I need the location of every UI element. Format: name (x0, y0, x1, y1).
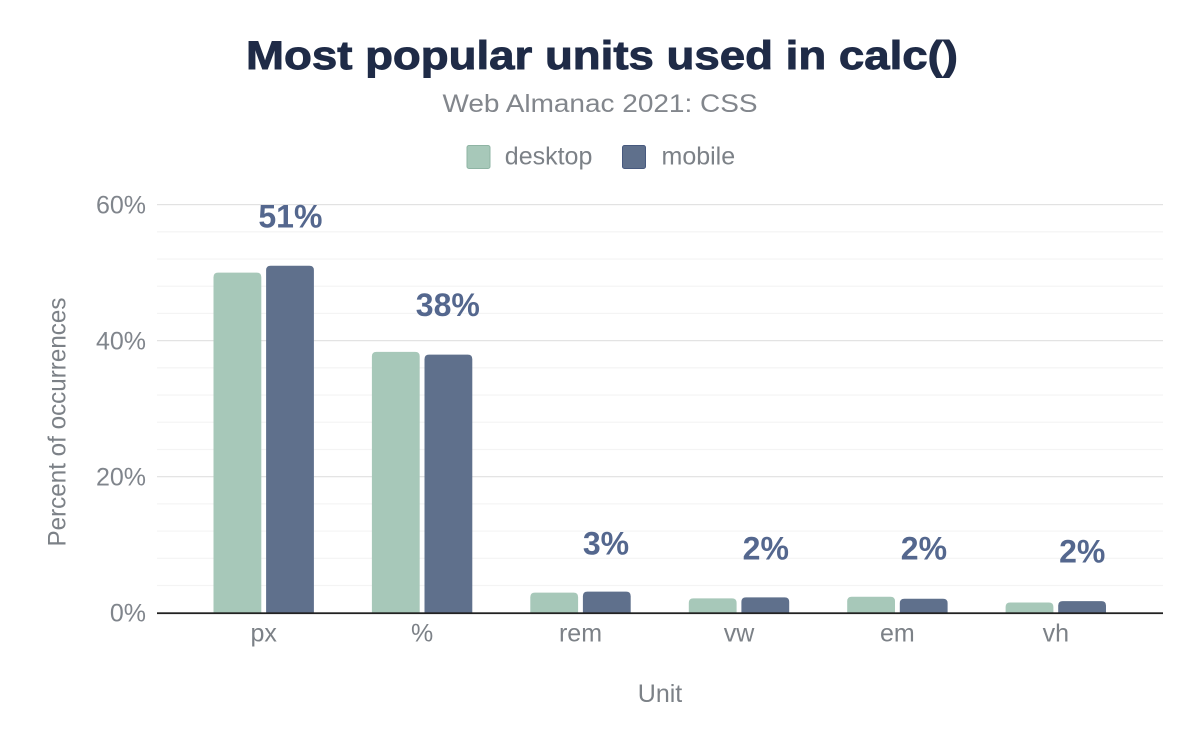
svg-text:0%: 0% (110, 599, 146, 627)
svg-text:2%: 2% (1059, 534, 1105, 570)
svg-text:2%: 2% (743, 531, 789, 567)
svg-text:Unit: Unit (638, 680, 683, 708)
svg-text:vw: vw (724, 620, 756, 648)
svg-text:38%: 38% (416, 287, 480, 323)
svg-text:2%: 2% (901, 531, 947, 567)
svg-text:mobile: mobile (662, 143, 736, 171)
svg-text:51%: 51% (258, 198, 322, 234)
svg-text:desktop: desktop (505, 143, 593, 171)
svg-text:Percent of occurrences: Percent of occurrences (44, 298, 72, 547)
svg-text:rem: rem (559, 620, 602, 648)
svg-text:Most popular units used in cal: Most popular units used in calc() (246, 34, 958, 78)
svg-text:px: px (250, 620, 277, 648)
svg-text:em: em (880, 620, 915, 648)
svg-text:40%: 40% (96, 328, 146, 356)
svg-text:3%: 3% (583, 526, 629, 562)
svg-text:60%: 60% (96, 192, 146, 220)
svg-text:Web Almanac 2021: CSS: Web Almanac 2021: CSS (443, 90, 758, 118)
svg-text:20%: 20% (96, 464, 146, 492)
svg-text:vh: vh (1043, 620, 1069, 648)
svg-text:%: % (411, 620, 433, 648)
